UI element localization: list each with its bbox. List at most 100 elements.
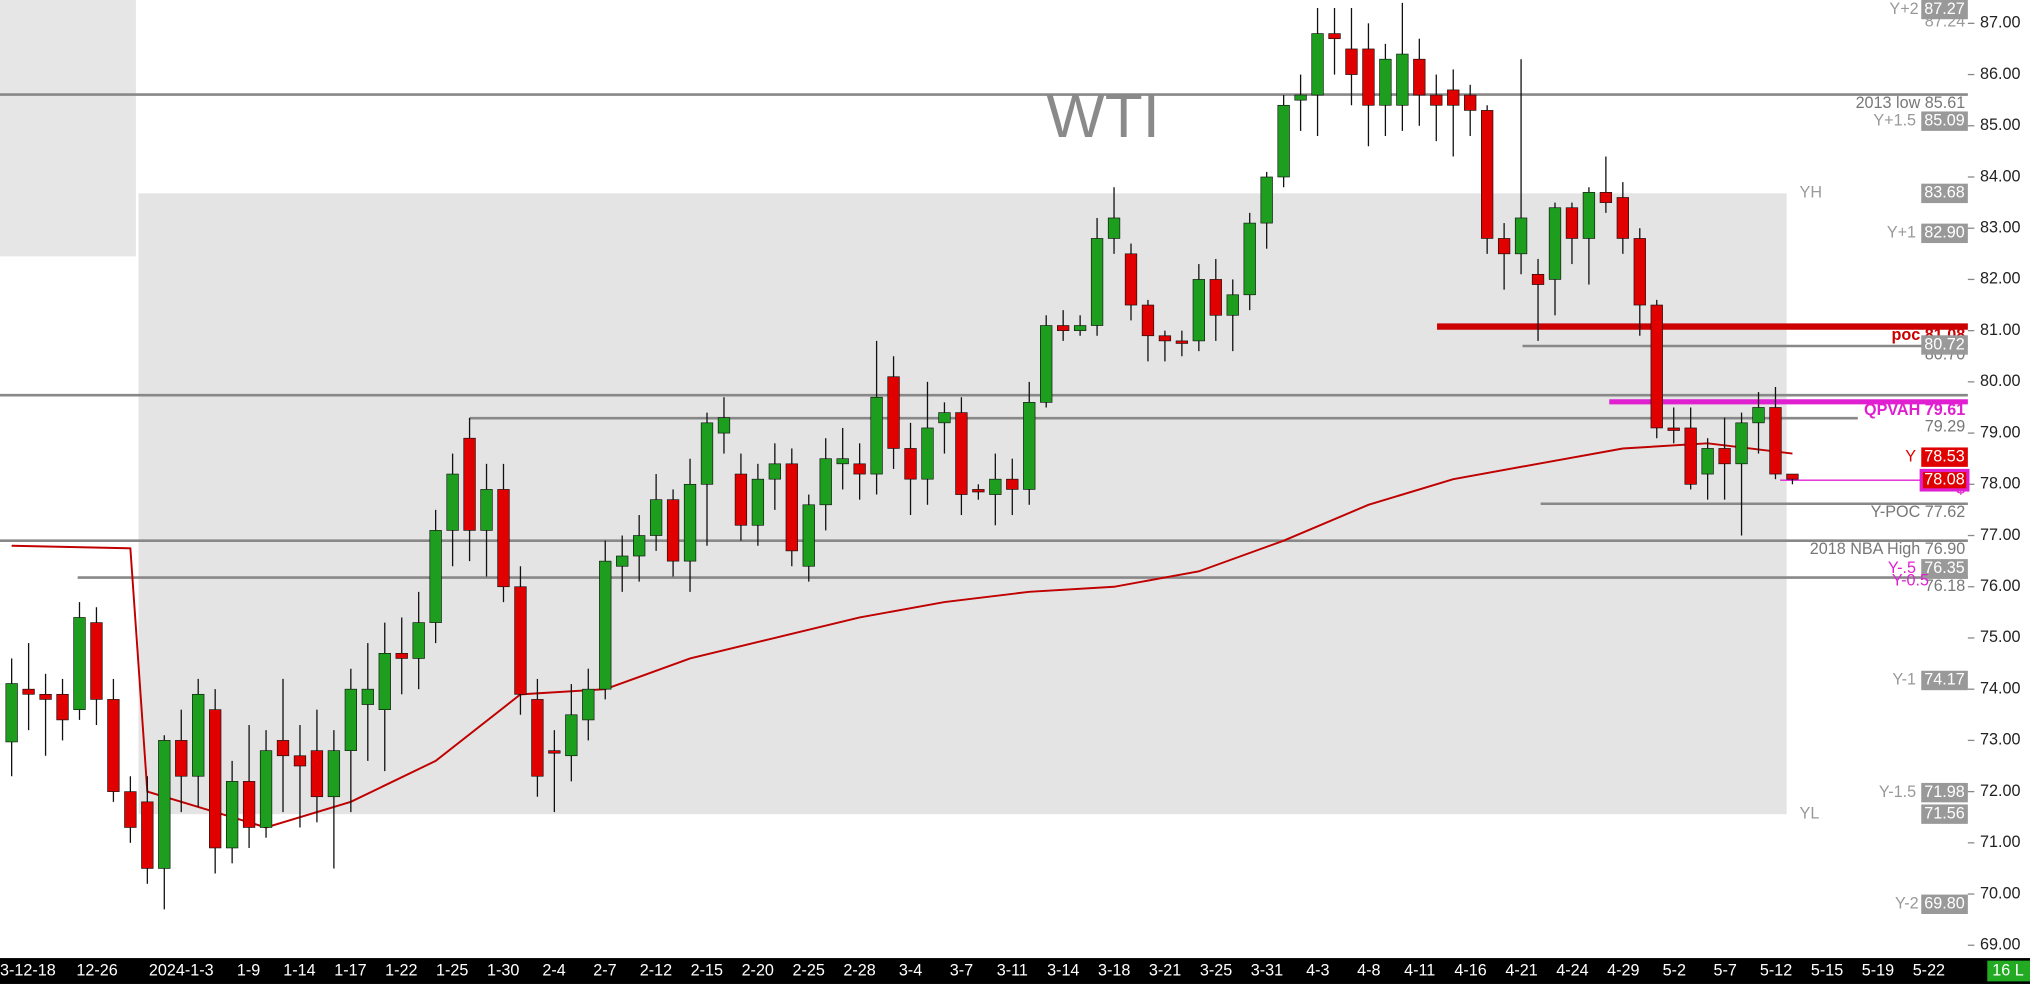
date-label: 3-12-18	[0, 961, 56, 979]
date-label: 4-3	[1306, 961, 1329, 979]
candle-body	[22, 688, 35, 695]
y-tick-label: 82.00	[1980, 270, 2020, 288]
candle-body	[361, 688, 374, 705]
candle-body	[1548, 207, 1562, 280]
price-tag: Y-2	[1895, 895, 1919, 913]
date-label: 2-28	[843, 961, 875, 979]
price-box-label: 87.27	[1924, 0, 1964, 18]
price-tag: YL	[1800, 804, 1820, 822]
candle-body	[73, 617, 86, 710]
price-box	[1921, 0, 1968, 20]
candle-body	[853, 463, 866, 475]
date-label: 4-11	[1404, 961, 1435, 979]
chart-title: WTI	[1046, 82, 1160, 151]
candle-body	[1192, 279, 1205, 342]
date-label: 3-4	[899, 961, 922, 979]
candle-body	[785, 463, 798, 552]
date-label: 4-24	[1556, 961, 1588, 979]
price-tag: Y-.5	[1888, 559, 1916, 577]
candle-body	[225, 781, 239, 849]
candle-body	[1514, 217, 1528, 255]
date-label: 2-20	[742, 961, 774, 979]
candle-body	[734, 473, 748, 526]
candle-body	[819, 458, 832, 506]
candle-body	[480, 489, 493, 531]
date-label: 2-7	[593, 961, 616, 979]
candle-body	[1294, 94, 1307, 101]
foreground-layer: 2013 low 85.61 2018 NBA High 76.90 76.18 79…	[0, 2, 1968, 910]
prior-range	[0, 0, 136, 257]
candle-body	[1752, 407, 1765, 424]
date-label: 2-25	[792, 961, 824, 979]
y-tick-label: 74.00	[1980, 679, 2020, 697]
price-box	[1921, 670, 1968, 691]
level-label: 2013 low 85.61	[1856, 94, 1966, 112]
level-label: 2018 NBA High 76.90	[1810, 540, 1966, 558]
candle-body	[446, 473, 459, 531]
date-label: 5-22	[1913, 961, 1945, 979]
price-tag: Y-1	[1892, 671, 1916, 689]
candle-body	[938, 412, 951, 424]
price-box	[1921, 559, 1968, 579]
candle-body	[1769, 407, 1782, 475]
price-box	[1921, 804, 1968, 824]
candle-body	[56, 693, 69, 721]
y-tick-label: 80.00	[1980, 372, 2020, 390]
candle-body	[1633, 238, 1646, 306]
date-label: 3-25	[1200, 961, 1232, 979]
candle-body	[276, 740, 290, 757]
level-label: 76.18	[1925, 577, 1965, 595]
candle-body	[395, 652, 408, 659]
candle-body	[90, 622, 103, 700]
candle-body	[1497, 238, 1511, 255]
date-label: 1-14	[283, 961, 315, 979]
candle-body	[192, 693, 205, 777]
price-box-label: 69.80	[1924, 895, 1964, 913]
price-box	[1921, 223, 1968, 244]
price-box-label: 83.68	[1924, 184, 1964, 202]
price-box-label: 85.09	[1924, 111, 1964, 129]
date-label: 4-21	[1505, 961, 1537, 979]
candle-body	[633, 535, 646, 557]
candle-body	[124, 791, 137, 828]
level-label: 79.29	[1925, 418, 1965, 436]
note: Y-0.5	[1892, 572, 1929, 590]
date-label: 3-21	[1149, 961, 1181, 979]
price-box	[1919, 468, 1970, 492]
status-box	[1987, 960, 2030, 982]
candle-body	[1328, 33, 1341, 40]
candle-body	[1090, 238, 1104, 326]
date-label: 3-11	[997, 961, 1028, 979]
candle-body	[463, 437, 476, 531]
price-tag: Y+1.5	[1873, 111, 1916, 129]
candle-body	[344, 688, 357, 751]
y-range	[138, 193, 1787, 815]
candle-body	[1413, 58, 1426, 96]
date-label: 1-9	[237, 961, 260, 979]
candle-body	[209, 709, 222, 849]
candle-body	[1260, 176, 1273, 224]
price-box	[1921, 447, 1968, 467]
candle-body	[1565, 207, 1579, 239]
candle-body	[972, 489, 985, 493]
candle-body	[1379, 58, 1392, 106]
date-label: 12-26	[76, 961, 117, 979]
y-tick-label: 75.00	[1980, 628, 2020, 646]
date-label: 3-14	[1047, 961, 1079, 979]
candle-body	[1582, 192, 1596, 239]
candle-body	[802, 504, 815, 567]
date-label: 2-12	[640, 961, 672, 979]
price-tag: Y-1.5	[1879, 783, 1916, 801]
candle-body	[378, 652, 391, 710]
candle-body	[1786, 473, 1799, 480]
price-box-label: 76.35	[1924, 559, 1964, 577]
candle-body	[1209, 279, 1222, 316]
candle-body	[1141, 304, 1155, 337]
date-label: 5-7	[1714, 961, 1737, 979]
candle-body	[310, 750, 324, 798]
candle-body	[1158, 335, 1172, 342]
candle-body	[1430, 94, 1443, 106]
candle-body	[141, 801, 154, 869]
